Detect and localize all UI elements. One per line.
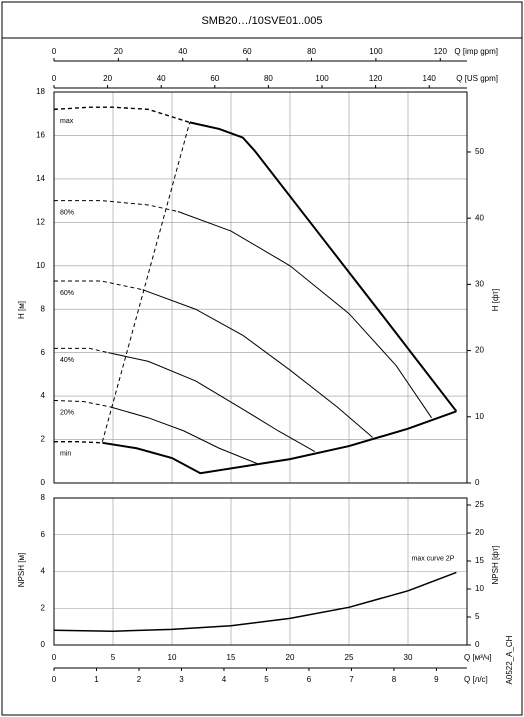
y2-tick-label: 40 — [475, 213, 484, 222]
curve — [189, 121, 458, 412]
x-tick-label: 30 — [404, 653, 413, 662]
y-tick-label: 6 — [41, 530, 46, 539]
y2-tick-label: 10 — [475, 412, 484, 421]
y-tick-label: 2 — [41, 603, 46, 612]
y-tick-label: 6 — [41, 348, 46, 357]
y-tick-label: 4 — [41, 567, 46, 576]
curve-dashed — [54, 441, 103, 444]
curve-dashed — [54, 200, 179, 212]
y2-tick-label: 0 — [475, 640, 480, 649]
y-tick-label: 16 — [36, 131, 45, 140]
curve-dashed — [54, 280, 143, 291]
top-axis-tick-label: 100 — [369, 47, 383, 56]
top-axis-tick-label: 40 — [178, 47, 187, 56]
top-axis-tick-label: 120 — [369, 74, 383, 83]
y2-tick-label: 50 — [475, 147, 484, 156]
x-axis-label: Q [м³/ч] — [464, 653, 491, 662]
top-axis-tick-label: 20 — [103, 74, 112, 83]
top-axis-tick-label: 60 — [210, 74, 219, 83]
top-axis-label: Q [US gpm] — [456, 74, 498, 83]
y-tick-label: 8 — [41, 304, 46, 313]
y-tick-label: 4 — [41, 391, 46, 400]
plot-frame — [53, 497, 468, 646]
y2-tick-label: 10 — [475, 584, 484, 593]
curve-label: min — [60, 451, 71, 458]
y-tick-label: 8 — [41, 493, 46, 502]
curve-label: 60% — [60, 290, 74, 297]
x2-tick-label: 1 — [94, 675, 99, 684]
x-tick-label: 5 — [111, 653, 116, 662]
y-tick-label: 0 — [41, 640, 46, 649]
x-tick-label: 15 — [227, 653, 236, 662]
curve — [177, 211, 433, 419]
y2-tick-label: 30 — [475, 279, 484, 288]
curve — [142, 289, 373, 438]
x-tick-label: 25 — [345, 653, 354, 662]
curve-dashed — [101, 122, 191, 442]
y2-axis-label: H [фт] — [491, 289, 500, 312]
curve-dashed — [53, 399, 111, 408]
x-tick-label: 10 — [168, 653, 177, 662]
curve-dashed — [54, 347, 109, 354]
top-axis-label: Q [imp gpm] — [454, 47, 498, 56]
x2-tick-label: 9 — [434, 675, 439, 684]
y2-axis-label: NPSH [фт] — [491, 546, 500, 585]
top-axis-tick-label: 120 — [434, 47, 448, 56]
y2-tick-label: 20 — [475, 528, 484, 537]
x2-tick-label: 5 — [264, 675, 269, 684]
x2-tick-label: 8 — [392, 675, 397, 684]
x-tick-label: 0 — [52, 653, 57, 662]
curve — [110, 406, 258, 464]
plot-frame — [53, 91, 468, 484]
y2-tick-label: 20 — [475, 346, 484, 355]
curve-label: max — [60, 118, 74, 125]
x2-axis-label: Q [л/с] — [464, 675, 488, 684]
top-axis-tick-label: 140 — [423, 74, 437, 83]
x2-tick-label: 3 — [179, 675, 184, 684]
chart-title: SMB20…/10SVE01..005 — [201, 15, 322, 27]
curve-label: 80% — [60, 209, 74, 216]
top-axis-tick-label: 80 — [307, 47, 316, 56]
y-tick-label: 14 — [36, 174, 45, 183]
top-axis-tick-label: 0 — [52, 74, 57, 83]
figure-code: A0522_A_CH — [505, 635, 514, 684]
curve-dashed — [53, 106, 190, 124]
y2-tick-label: 5 — [475, 612, 480, 621]
y2-tick-label: 0 — [475, 478, 480, 487]
top-axis-tick-label: 20 — [114, 47, 123, 56]
top-axis-tick-label: 40 — [157, 74, 166, 83]
x2-tick-label: 2 — [137, 675, 142, 684]
top-axis-tick-label: 60 — [243, 47, 252, 56]
y-tick-label: 2 — [41, 435, 46, 444]
y2-tick-label: 15 — [475, 556, 484, 565]
x2-tick-label: 6 — [307, 675, 312, 684]
top-axis-tick-label: 80 — [264, 74, 273, 83]
y-tick-label: 18 — [36, 87, 45, 96]
curve — [108, 352, 316, 452]
curve — [102, 410, 457, 475]
x2-tick-label: 7 — [349, 675, 354, 684]
y-tick-label: 10 — [36, 261, 45, 270]
curve-label: max curve 2P — [412, 555, 455, 562]
x2-tick-label: 4 — [222, 675, 227, 684]
y-axis-label: H [м] — [17, 301, 26, 319]
curve — [53, 571, 457, 632]
curve-label: 20% — [60, 409, 74, 416]
y-tick-label: 12 — [36, 217, 45, 226]
y-axis-label: NPSH [м] — [17, 553, 26, 587]
y-tick-label: 0 — [41, 478, 46, 487]
x-tick-label: 20 — [286, 653, 295, 662]
y2-tick-label: 25 — [475, 500, 484, 509]
curve-label: 40% — [60, 357, 74, 364]
x2-tick-label: 0 — [52, 675, 57, 684]
top-axis-tick-label: 0 — [52, 47, 57, 56]
top-axis-tick-label: 100 — [315, 74, 329, 83]
